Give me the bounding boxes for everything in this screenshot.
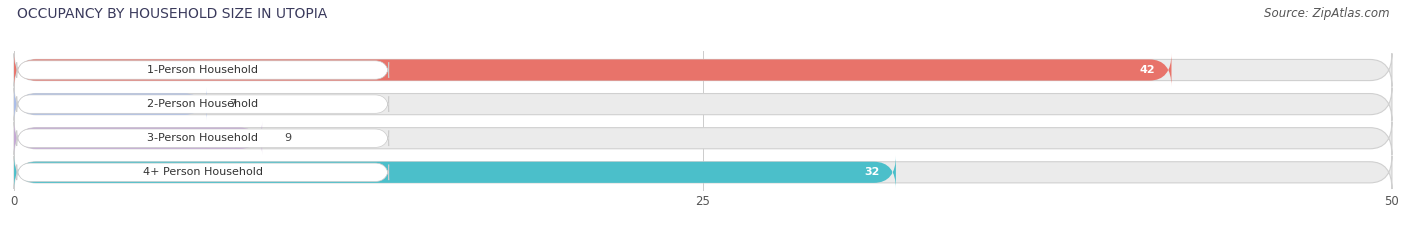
- FancyBboxPatch shape: [17, 95, 389, 113]
- FancyBboxPatch shape: [14, 121, 262, 155]
- Text: 9: 9: [284, 133, 291, 143]
- Text: 42: 42: [1139, 65, 1154, 75]
- Text: OCCUPANCY BY HOUSEHOLD SIZE IN UTOPIA: OCCUPANCY BY HOUSEHOLD SIZE IN UTOPIA: [17, 7, 328, 21]
- FancyBboxPatch shape: [17, 129, 389, 147]
- FancyBboxPatch shape: [17, 61, 389, 79]
- FancyBboxPatch shape: [17, 163, 389, 182]
- FancyBboxPatch shape: [14, 121, 1392, 155]
- FancyBboxPatch shape: [14, 53, 1392, 87]
- FancyBboxPatch shape: [14, 87, 207, 121]
- Text: 2-Person Household: 2-Person Household: [148, 99, 259, 109]
- FancyBboxPatch shape: [14, 156, 896, 189]
- Text: 3-Person Household: 3-Person Household: [148, 133, 259, 143]
- Text: Source: ZipAtlas.com: Source: ZipAtlas.com: [1264, 7, 1389, 20]
- FancyBboxPatch shape: [14, 87, 1392, 121]
- FancyBboxPatch shape: [14, 156, 1392, 189]
- Text: 1-Person Household: 1-Person Household: [148, 65, 259, 75]
- Text: 4+ Person Household: 4+ Person Household: [143, 167, 263, 177]
- Text: 32: 32: [865, 167, 879, 177]
- Text: 7: 7: [229, 99, 236, 109]
- FancyBboxPatch shape: [14, 53, 1171, 87]
